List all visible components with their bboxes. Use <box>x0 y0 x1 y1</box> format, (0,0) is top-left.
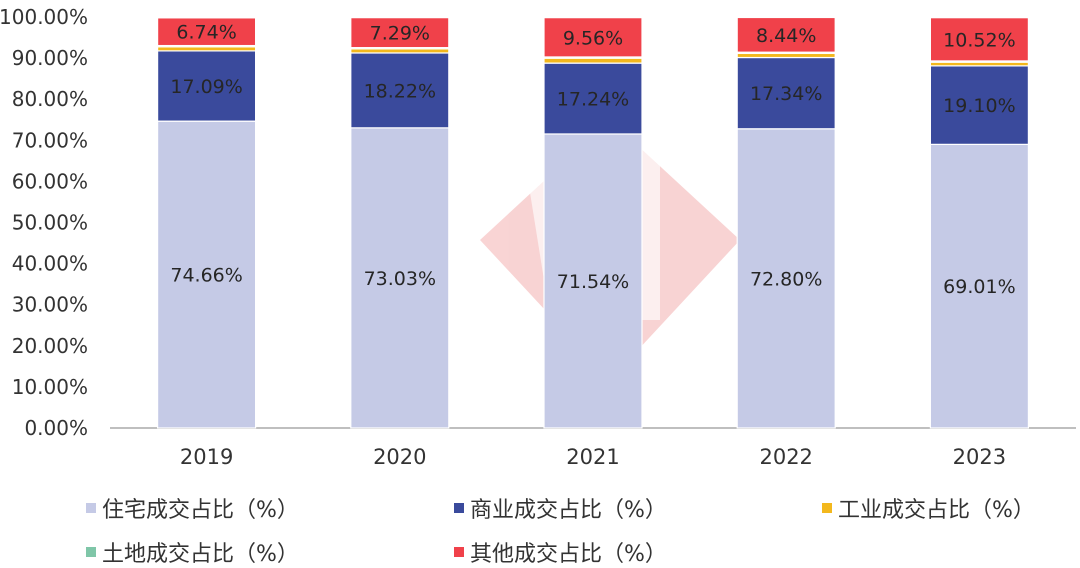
data-label: 7.29% <box>370 23 430 45</box>
bar-segment <box>543 62 643 135</box>
bar-segment <box>736 56 836 130</box>
bar-segment <box>543 133 643 429</box>
legend-swatch <box>454 547 464 557</box>
bar-segment <box>736 16 836 53</box>
x-tick-label: 2022 <box>759 445 812 469</box>
x-tick-label: 2019 <box>180 445 233 469</box>
bar-segment <box>350 52 450 129</box>
bar-segment <box>929 65 1030 145</box>
bar-segment <box>350 17 450 49</box>
data-label: 17.24% <box>557 89 629 111</box>
legend-item: 住宅成交占比（%） <box>86 492 299 524</box>
bar-segment <box>157 50 257 122</box>
y-tick-label: 20.00% <box>12 334 88 358</box>
bar-segment <box>543 17 643 58</box>
data-label: 17.34% <box>750 83 822 105</box>
bar-segment <box>929 143 1030 429</box>
bar-segment <box>736 128 836 429</box>
legend-item: 土地成交占比（%） <box>86 536 299 568</box>
data-label: 72.80% <box>750 268 822 290</box>
bar-segment <box>736 52 836 59</box>
y-tick-label: 40.00% <box>12 252 88 276</box>
y-tick-label: 0.00% <box>24 416 88 440</box>
legend-item: 工业成交占比（%） <box>822 492 1035 524</box>
y-tick-label: 80.00% <box>12 87 88 111</box>
y-tick-label: 90.00% <box>12 46 88 70</box>
legend-swatch <box>86 503 96 513</box>
data-label: 8.44% <box>756 25 816 47</box>
y-tick-label: 30.00% <box>12 293 88 317</box>
data-label: 9.56% <box>563 27 623 49</box>
data-label: 10.52% <box>943 29 1015 51</box>
legend-label: 工业成交占比（%） <box>838 498 1035 523</box>
bar-segment <box>929 17 1030 62</box>
bar-segment <box>543 57 643 64</box>
bar-segment <box>350 127 450 429</box>
data-label: 17.09% <box>170 76 242 98</box>
legend-swatch <box>86 547 96 557</box>
y-tick-label: 50.00% <box>12 211 88 235</box>
legend-item: 商业成交占比（%） <box>454 492 667 524</box>
bar-segment <box>157 120 257 429</box>
legend-label: 其他成交占比（%） <box>470 542 667 567</box>
legend-swatch <box>454 503 464 513</box>
data-label: 71.54% <box>557 271 629 293</box>
y-tick-label: 10.00% <box>12 375 88 399</box>
y-tick-label: 100.00% <box>0 5 88 29</box>
data-label: 18.22% <box>364 80 436 102</box>
x-tick-label: 2020 <box>373 445 426 469</box>
data-label: 6.74% <box>176 22 236 44</box>
y-tick-label: 70.00% <box>12 128 88 152</box>
legend-item: 其他成交占比（%） <box>454 536 667 568</box>
x-tick-label: 2023 <box>953 445 1006 469</box>
legend: 住宅成交占比（%） 商业成交占比（%） 工业成交占比（%） 土地成交占比（%） 其他成交… <box>86 486 1076 568</box>
y-tick-label: 60.00% <box>12 169 88 193</box>
bar-segment <box>157 46 257 52</box>
x-tick-label: 2021 <box>566 445 619 469</box>
bar-segment <box>350 48 450 54</box>
chart-canvas: 0.00% 10.00% 20.00% 30.00% 40.00% 50.00% 60.00… <box>0 5 1076 469</box>
data-label: 73.03% <box>364 268 436 290</box>
legend-swatch <box>822 503 832 513</box>
legend-label: 住宅成交占比（%） <box>102 498 299 523</box>
data-label: 69.01% <box>943 276 1015 298</box>
legend-label: 土地成交占比（%） <box>102 542 299 567</box>
data-label: 19.10% <box>943 95 1015 117</box>
legend-label: 商业成交占比（%） <box>470 498 667 523</box>
bar-segment <box>157 17 257 47</box>
data-label: 74.66% <box>170 265 242 287</box>
